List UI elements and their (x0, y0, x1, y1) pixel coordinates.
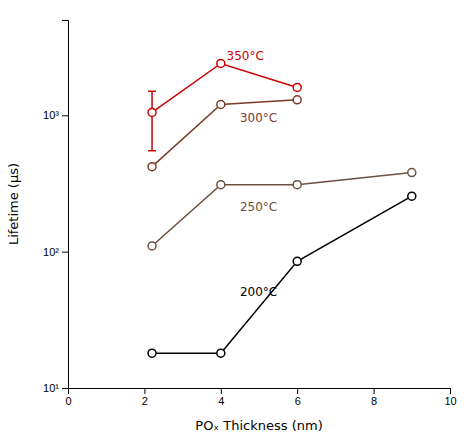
point (148, 349, 156, 357)
point (293, 83, 301, 91)
data-layer (148, 59, 416, 357)
point (148, 242, 156, 250)
y-tick: 10² (43, 246, 68, 258)
x-tick-label: 8 (371, 395, 377, 407)
y-tick-label: 10² (43, 246, 59, 258)
y-tick-mark (62, 252, 68, 253)
x-tick: 4 (218, 388, 224, 407)
point (408, 169, 416, 177)
x-tick: 6 (295, 388, 301, 407)
x-tick: 8 (371, 388, 377, 407)
point (293, 96, 301, 104)
y-tick-mark (62, 388, 68, 389)
y-tick: 10³ (43, 109, 68, 121)
chart: 0 2 4 6 8 10 10¹ 10² 10³ 350°C 300°C 250°C 200°C POₓ … (0, 0, 474, 444)
x-tick-mark (374, 388, 375, 394)
point (148, 163, 156, 171)
x-tick-mark (144, 388, 145, 394)
error-bar-cap (148, 91, 156, 93)
plot-area: 0 2 4 6 8 10 10¹ 10² 10³ 350°C 300°C 250°C 200°C (43, 21, 457, 407)
y-tick-mark (62, 115, 68, 116)
y-axis-title: Lifetime (μs) (6, 163, 21, 245)
x-tick-label: 6 (295, 395, 301, 407)
series-line (152, 63, 297, 112)
x-axis-line (69, 389, 451, 395)
y-tick-label: 10¹ (43, 382, 59, 394)
x-tick-mark (450, 388, 451, 394)
x-axis-title: POₓ Thickness (nm) (195, 418, 322, 433)
series-label: 200°C (240, 285, 277, 299)
error-bar (148, 91, 156, 150)
series-label: 250°C (240, 200, 277, 214)
series-line (152, 173, 412, 246)
x-tick-label: 0 (65, 395, 71, 407)
point (148, 108, 156, 116)
series-line (152, 196, 412, 353)
point (217, 101, 225, 109)
y-tick: 10¹ (43, 382, 68, 394)
point (217, 59, 225, 67)
x-tick-label: 4 (218, 395, 224, 407)
x-tick-mark (297, 388, 298, 394)
error-bar-cap (148, 150, 156, 152)
point (408, 192, 416, 200)
y-axis-line (62, 21, 69, 389)
point (217, 349, 225, 357)
x-tick-mark (221, 388, 222, 394)
point (217, 181, 225, 189)
point (293, 257, 301, 265)
point (293, 181, 301, 189)
x-tick-label: 10 (444, 395, 456, 407)
y-axis: 10¹ 10² 10³ (43, 21, 68, 395)
series-line (152, 100, 297, 167)
x-tick: 0 (65, 388, 71, 407)
x-tick: 2 (142, 388, 148, 407)
series-label: 350°C (227, 49, 264, 63)
x-tick: 10 (444, 388, 456, 407)
x-axis: 0 2 4 6 8 10 (65, 388, 456, 407)
series-label: 300°C (240, 111, 277, 125)
series-labels: 350°C 300°C 250°C 200°C (227, 49, 278, 299)
error-bar-stem (151, 91, 153, 150)
x-tick-label: 2 (142, 395, 148, 407)
y-tick-label: 10³ (43, 109, 59, 121)
